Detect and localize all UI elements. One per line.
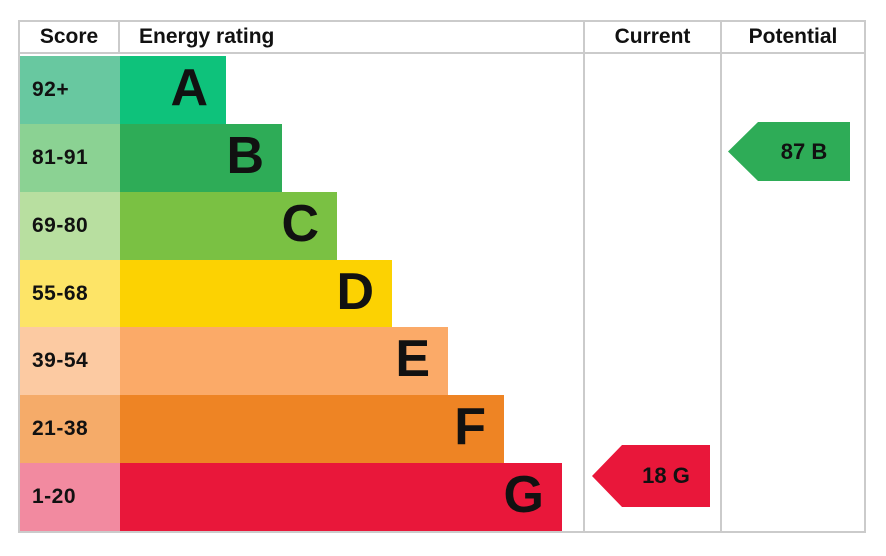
band-row-a: 92+ A [20, 56, 583, 124]
current-column-divider [583, 22, 585, 531]
header-current: Current [583, 22, 720, 52]
band-letter-a: A [170, 58, 208, 117]
current-rating-label: 18 G [642, 463, 690, 488]
rating-bar-e: E [120, 327, 448, 396]
current-rating-arrow: 18 G [592, 445, 710, 507]
score-range-e: 39-54 [20, 327, 120, 396]
band-letter-g: G [503, 466, 544, 525]
rating-bar-f: F [120, 395, 504, 464]
score-range-a: 92+ [20, 56, 120, 124]
rating-bar-a: A [120, 56, 226, 124]
rating-bar-g: G [120, 463, 562, 532]
header-energy-rating: Energy rating [139, 25, 275, 48]
potential-rating-label: 87 B [780, 138, 828, 164]
band-letter-d: D [336, 262, 374, 321]
header-potential: Potential [720, 22, 864, 52]
band-letter-b: B [226, 126, 264, 185]
rating-bar-b: B [120, 123, 282, 192]
rating-ladder: 92+ A 81-91 B 69-80 C 55-68 D [20, 56, 583, 532]
score-range-f: 21-38 [20, 395, 120, 464]
score-range-c: 69-80 [20, 191, 120, 260]
table-header-row: Score Energy rating Current Potential [20, 22, 864, 54]
band-row-f: 21-38 F [20, 395, 583, 464]
score-range-d: 55-68 [20, 259, 120, 328]
potential-column-divider [720, 22, 722, 531]
band-row-g: 1-20 G [20, 463, 583, 532]
potential-rating-arrow: 87 B [728, 122, 850, 181]
band-row-d: 55-68 D [20, 259, 583, 328]
band-row-e: 39-54 E [20, 327, 583, 396]
header-score: Score [20, 22, 120, 52]
score-range-b: 81-91 [20, 123, 120, 192]
band-letter-e: E [395, 330, 430, 389]
rating-bar-c: C [120, 191, 337, 260]
band-row-b: 81-91 B [20, 123, 583, 192]
rating-bar-d: D [120, 259, 392, 328]
band-letter-f: F [454, 398, 486, 457]
band-letter-c: C [281, 194, 319, 253]
epc-table: Score Energy rating Current Potential 92… [18, 20, 866, 533]
band-row-c: 69-80 C [20, 191, 583, 260]
score-range-g: 1-20 [20, 463, 120, 532]
